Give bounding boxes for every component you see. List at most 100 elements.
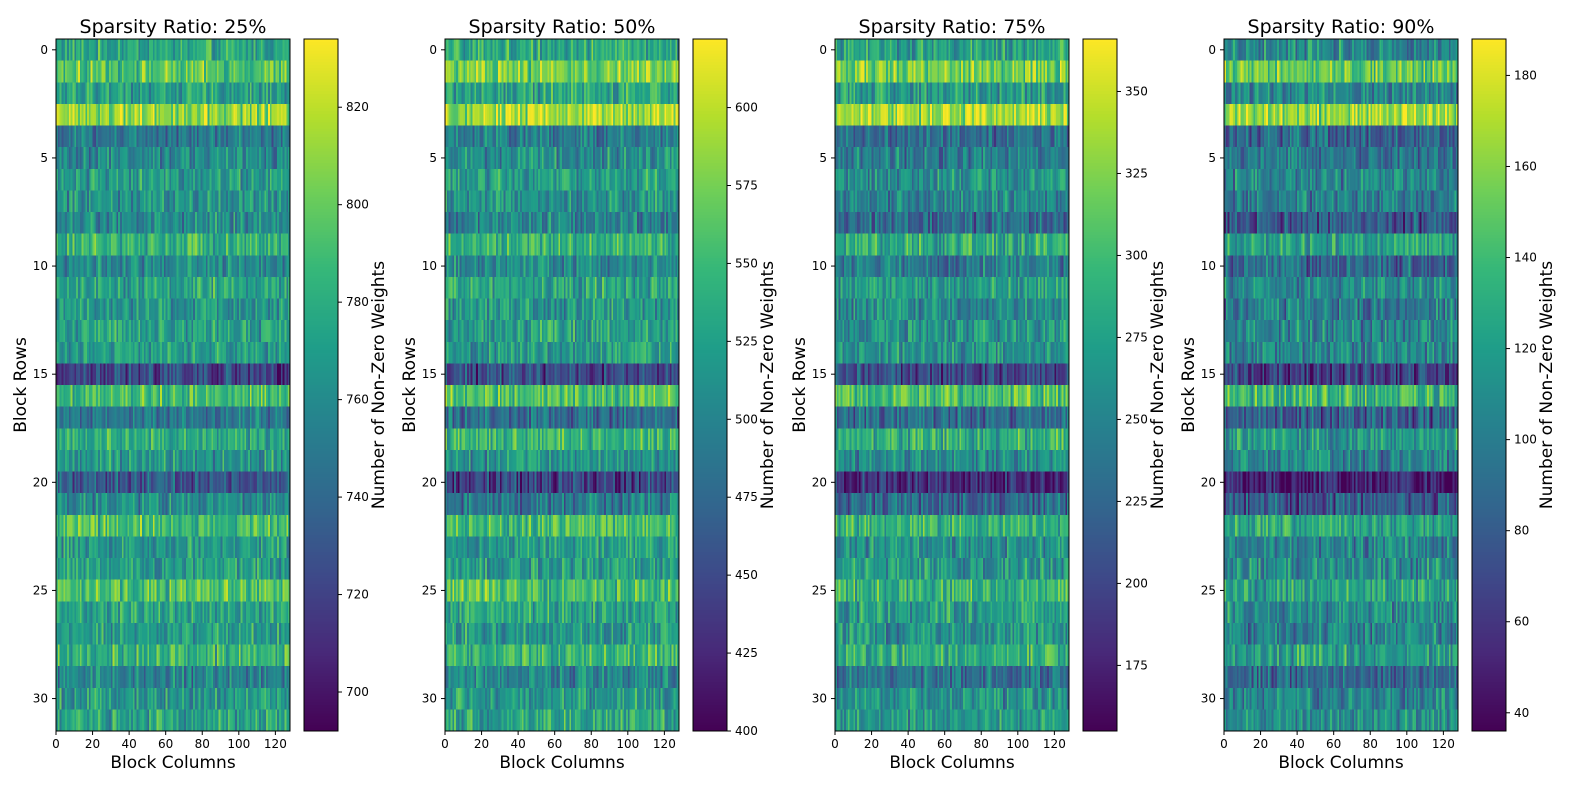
heatmap-cell (207, 233, 210, 256)
heatmap-cell (200, 60, 203, 83)
heatmap-cell (160, 276, 163, 299)
heatmap-cell (271, 341, 274, 364)
heatmap-cell (202, 39, 205, 61)
heatmap-cell (103, 298, 106, 321)
heatmap-cell (257, 147, 260, 170)
heatmap-cell (77, 125, 81, 148)
heatmap-cell (268, 255, 271, 278)
heatmap-cell (130, 341, 134, 364)
heatmap-cell (233, 255, 236, 278)
heatmap-cell (284, 298, 287, 321)
heatmap-cell (68, 341, 71, 364)
heatmap-cell (229, 190, 232, 213)
heatmap-cell (79, 212, 82, 234)
heatmap-cell (77, 190, 81, 213)
heatmap-cell (178, 406, 181, 429)
heatmap-cell (103, 255, 106, 278)
heatmap-cell (72, 125, 75, 148)
heatmap-cell (118, 39, 121, 61)
heatmap-cell (59, 449, 62, 472)
heatmap-cell (107, 60, 110, 83)
heatmap-cell (158, 212, 161, 234)
colorbar-step (304, 658, 338, 663)
heatmap-cell (138, 363, 141, 386)
heatmap-cell (249, 233, 252, 256)
heatmap-cell (83, 190, 86, 213)
heatmap-cell (204, 147, 207, 170)
colorbar-step (304, 549, 338, 553)
heatmap-cell (207, 341, 210, 364)
colorbar-step (304, 716, 338, 720)
colorbar-step (304, 191, 338, 196)
heatmap-cell (81, 103, 84, 126)
heatmap-cell (229, 103, 232, 126)
heatmap-cell (167, 168, 170, 191)
heatmap-cell (198, 255, 201, 278)
heatmap-cell (200, 320, 203, 343)
heatmap-cell (165, 385, 168, 407)
heatmap-cell (57, 428, 61, 451)
heatmap-cell (79, 428, 82, 451)
heatmap-cell (127, 103, 130, 126)
heatmap-cell (249, 385, 252, 407)
colorbar-step (304, 517, 338, 522)
heatmap-cell (284, 60, 287, 83)
heatmap-cell (284, 103, 287, 126)
heatmap-cell (235, 233, 238, 256)
heatmap-cell (127, 168, 130, 191)
heatmap-cell (101, 341, 104, 364)
heatmap-cell (162, 103, 165, 126)
heatmap-cell (132, 276, 135, 299)
heatmap-cell (65, 125, 68, 148)
heatmap-cell (77, 298, 81, 321)
heatmap-cell (160, 82, 163, 105)
heatmap-cell (119, 190, 123, 213)
heatmap-cell (110, 255, 114, 278)
colorbar-step (304, 529, 338, 533)
heatmap-cell (85, 103, 88, 126)
colorbar-step (304, 284, 338, 288)
heatmap-cell (266, 125, 269, 148)
heatmap-cell (185, 212, 188, 234)
colorbar-step (304, 200, 338, 204)
heatmap-cell (194, 255, 198, 278)
heatmap-cell (59, 233, 62, 256)
heatmap-cell (81, 363, 84, 386)
heatmap-cell (151, 341, 154, 364)
heatmap-cell (187, 39, 190, 61)
heatmap-cell (149, 428, 152, 451)
heatmap-cell (76, 449, 79, 472)
heatmap-cell (72, 168, 75, 191)
colorbar-step (304, 673, 338, 677)
heatmap-cell (130, 406, 134, 429)
heatmap-cell (136, 320, 139, 343)
heatmap-cell (205, 168, 209, 191)
y-tick-label: 0 (40, 43, 48, 57)
heatmap-cell (158, 82, 161, 105)
heatmap-cell (189, 103, 192, 126)
heatmap-cell (90, 82, 93, 105)
heatmap-cell (125, 60, 128, 83)
heatmap-cell (268, 406, 271, 429)
heatmap-cell (143, 298, 146, 321)
heatmap-cell (149, 449, 152, 472)
heatmap-cell (99, 363, 103, 386)
heatmap-cell (275, 60, 278, 83)
heatmap-cell (173, 60, 176, 83)
heatmap-cell (65, 406, 68, 429)
heatmap-cell (129, 233, 132, 256)
heatmap-cell (112, 255, 115, 278)
heatmap-cell (112, 60, 115, 83)
heatmap-cell (149, 341, 152, 364)
heatmap-cell (286, 60, 289, 83)
heatmap-cell (112, 320, 115, 343)
heatmap-cell (193, 190, 196, 213)
colorbar-step (304, 214, 338, 219)
heatmap-cell (70, 276, 73, 299)
heatmap-cell (151, 212, 154, 234)
heatmap-cell (257, 82, 260, 105)
heatmap-cell (176, 298, 179, 321)
colorbar-step (304, 465, 338, 470)
heatmap-cell (59, 255, 62, 278)
heatmap-cell (147, 125, 150, 148)
